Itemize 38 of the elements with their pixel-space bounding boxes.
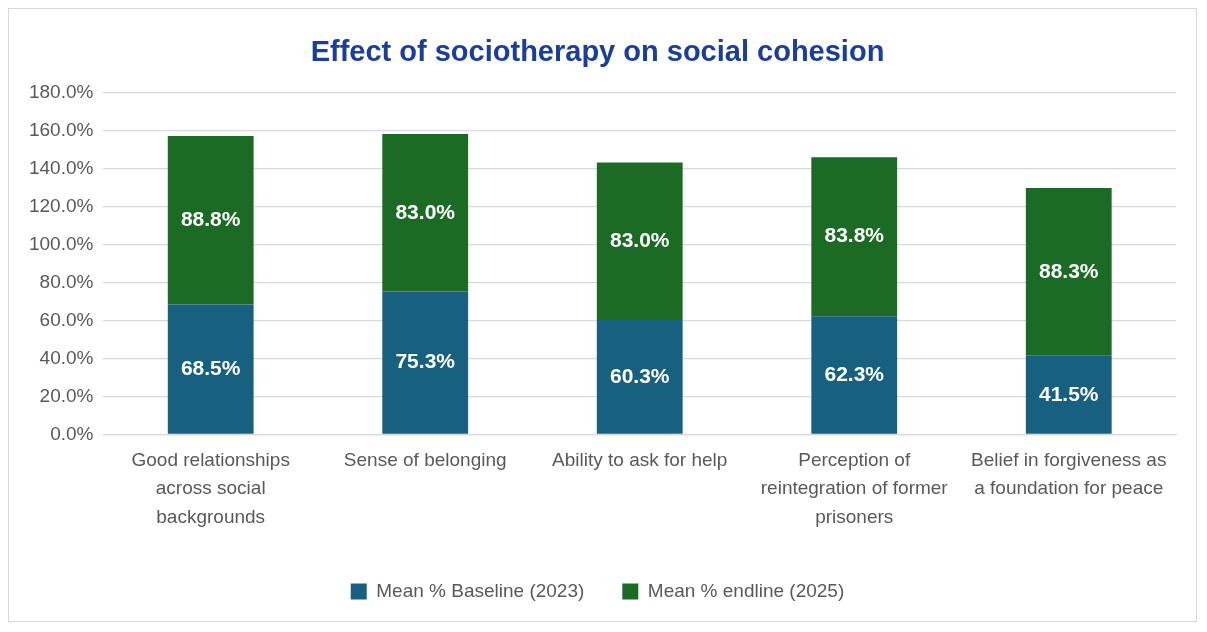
bar xyxy=(811,316,898,434)
bar xyxy=(811,157,898,317)
bar xyxy=(1025,355,1112,434)
x-tick-label: Ability to ask for help xyxy=(552,448,728,470)
y-tick-label: 20.0% xyxy=(39,384,94,406)
x-tick-label: Good relationships across social backgrounds xyxy=(131,448,290,527)
y-tick-label: 60.0% xyxy=(39,308,94,330)
legend-label: Mean % Baseline (2023) xyxy=(376,579,585,601)
x-tick-label: Perception of reintegration of former prisoners xyxy=(760,448,949,527)
data-label: 68.5% xyxy=(180,355,241,379)
y-tick-label: 0.0% xyxy=(50,422,94,444)
y-tick-label: 140.0% xyxy=(28,156,94,178)
data-label: 88.3% xyxy=(1038,258,1099,282)
bar xyxy=(382,291,469,434)
y-tick-label: 180.0% xyxy=(28,81,94,103)
bar xyxy=(1025,188,1112,356)
data-label: 88.8% xyxy=(180,206,241,230)
y-tick-label: 40.0% xyxy=(39,346,94,368)
x-tick-label: Sense of belonging xyxy=(343,448,507,470)
bar xyxy=(167,135,254,305)
y-tick-label: 120.0% xyxy=(28,194,94,216)
y-tick-label: 100.0% xyxy=(28,232,94,254)
bar xyxy=(382,133,469,292)
bar xyxy=(596,162,683,321)
data-label: 75.3% xyxy=(395,349,456,373)
bar xyxy=(167,304,254,434)
data-label: 83.0% xyxy=(395,199,456,223)
legend-label: Mean % endline (2025) xyxy=(647,579,845,601)
data-label: 41.5% xyxy=(1038,381,1099,405)
y-tick-label: 160.0% xyxy=(28,119,94,140)
data-label: 83.8% xyxy=(824,223,885,247)
data-label: 62.3% xyxy=(824,361,885,385)
data-label: 83.0% xyxy=(609,228,670,252)
bar xyxy=(596,320,683,434)
x-tick-label: Belief in forgiveness as a foundation for peace xyxy=(971,448,1167,499)
y-tick-label: 80.0% xyxy=(39,270,94,292)
chart-title: Effect of sociotherapy on social cohesion xyxy=(310,35,885,68)
data-label: 60.3% xyxy=(609,363,670,387)
